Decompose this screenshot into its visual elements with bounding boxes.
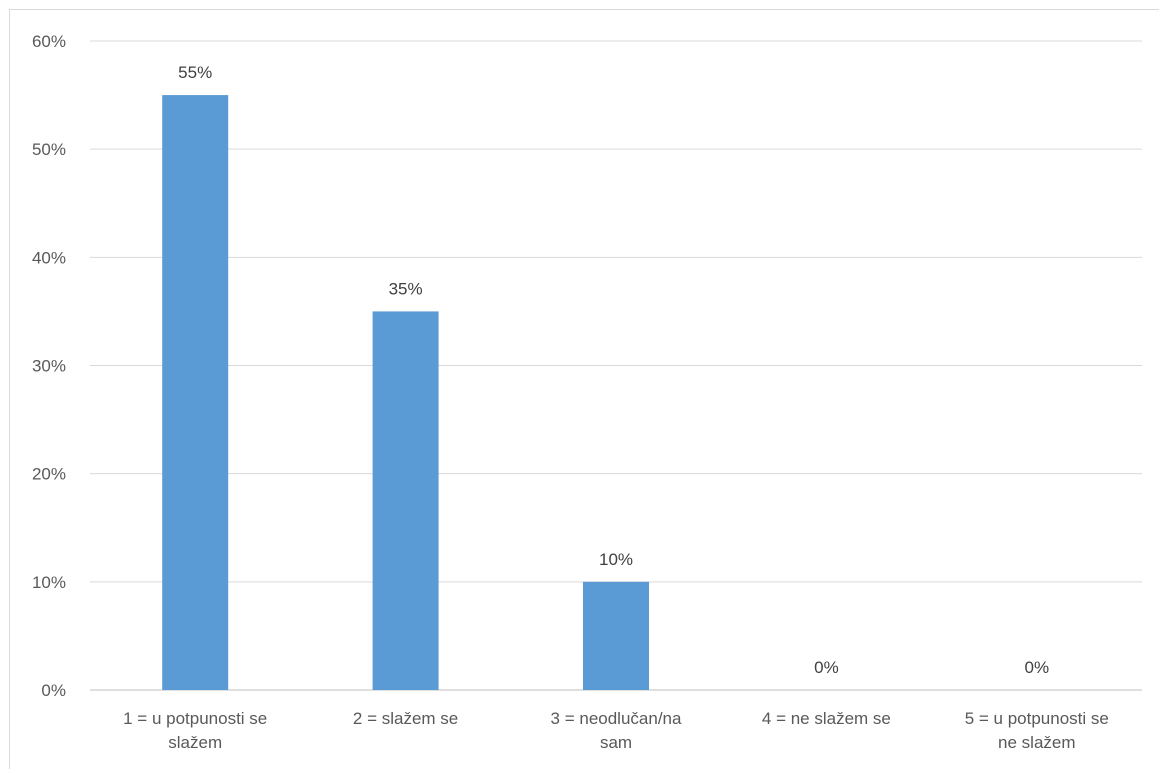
x-tick-label-line: 1 = u potpunosti se (123, 709, 267, 728)
x-tick-label-line: 2 = slažem se (353, 709, 458, 728)
data-label: 35% (389, 279, 423, 298)
x-tick-label: 1 = u potpunosti se slažem (123, 709, 267, 752)
bar (583, 581, 649, 690)
bars (162, 95, 649, 691)
x-tick-label-line: 5 = u potpunosti se (965, 709, 1109, 728)
data-label: 55% (178, 63, 212, 82)
y-axis-ticks: 0% 10% 20% 30% 40% 50% 60% (32, 32, 66, 700)
y-tick-label: 20% (32, 465, 66, 484)
y-tick-label: 60% (32, 32, 66, 51)
data-label: 10% (599, 550, 633, 569)
y-tick-label: 10% (32, 573, 66, 592)
x-axis-categories: 1 = u potpunosti se slažem 2 = slažem se 3 … (123, 709, 1109, 752)
y-tick-label: 50% (32, 140, 66, 159)
y-tick-label: 40% (32, 248, 66, 267)
y-tick-label: 30% (32, 357, 66, 376)
data-labels: 55% 35% 10% 0% 0% (178, 63, 1049, 677)
x-tick-label: 4 = ne slažem se (762, 709, 891, 728)
data-label: 0% (1025, 658, 1050, 677)
x-tick-label: 2 = slažem se (353, 709, 458, 728)
x-tick-label-line: 3 = neodlučan/na (551, 709, 682, 728)
chart-frame (9, 9, 1159, 769)
x-tick-label: 3 = neodlučan/na sam (551, 709, 682, 752)
y-tick-label: 0% (41, 681, 66, 700)
data-label: 0% (814, 658, 839, 677)
x-tick-label: 5 = u potpunosti se ne slažem (965, 709, 1109, 752)
x-tick-label-line: sam (600, 733, 632, 752)
x-tick-label-line: 4 = ne slažem se (762, 709, 891, 728)
bar (162, 95, 229, 691)
bar (372, 311, 439, 690)
x-tick-label-line: slažem (168, 733, 222, 752)
x-tick-label-line: ne slažem (998, 733, 1075, 752)
